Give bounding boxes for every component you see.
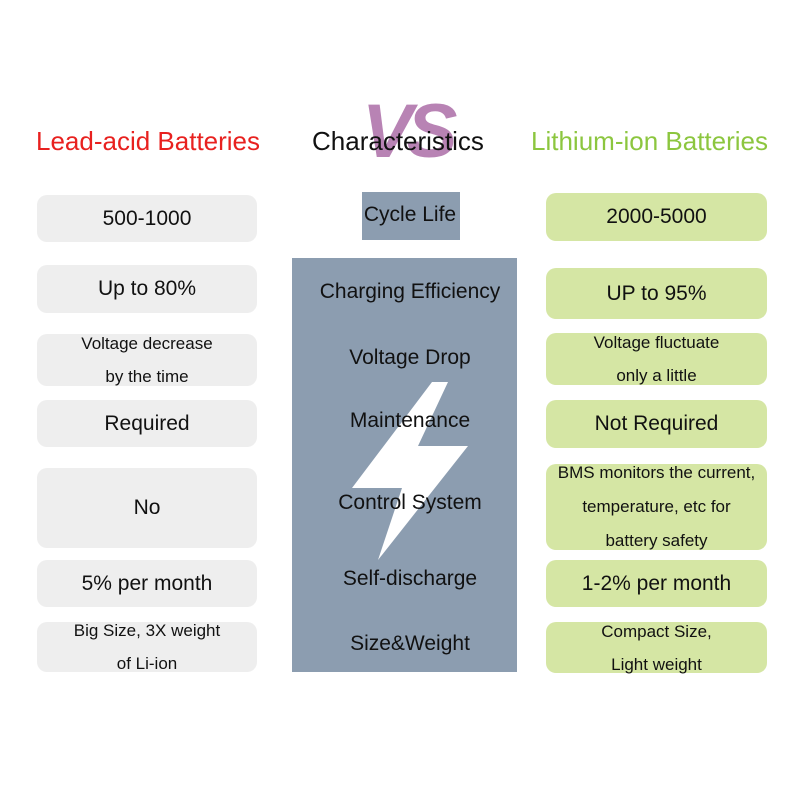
lead-cell: 500-1000 [37,195,257,242]
lithium-cell: 1-2% per month [546,560,767,607]
lead-cell: 5% per month [37,560,257,607]
characteristic-label: Self-discharge [342,567,478,590]
lead-cell: Big Size, 3X weight of Li-ion [37,621,257,673]
lead-cell: Up to 80% [37,265,257,313]
lithium-cell: BMS monitors the current, temperature, e… [546,463,767,550]
lithium-cell: 2000-5000 [546,193,767,241]
characteristic-label: Size&Weight [350,632,470,655]
lead-header: Lead-acid Batteries [36,126,261,156]
characteristic-label: Control System [338,491,482,514]
characteristic-label: Voltage Drop [349,346,471,369]
middle-header: Characteristics [312,126,484,156]
lithium-cell: Compact Size, Light weight [546,622,767,674]
characteristic-label: Maintenance [349,409,471,432]
lithium-cell: Voltage fluctuate only a little [546,333,767,385]
lithium-cell: Not Required [546,400,767,448]
characteristic-label: Charging Efficiency [319,280,501,303]
characteristic-label: Cycle Life [363,203,457,226]
lead-cell: No [37,468,257,548]
lead-cell: Voltage decrease by the time [37,334,257,386]
lightning-bolt [352,382,468,560]
lithium-header: Lithium-ion Batteries [531,126,768,156]
lithium-cell: UP to 95% [546,268,767,319]
vs-text: VS [362,89,457,174]
cycle-life-bg [362,192,460,240]
lead-cell: Required [37,400,257,447]
